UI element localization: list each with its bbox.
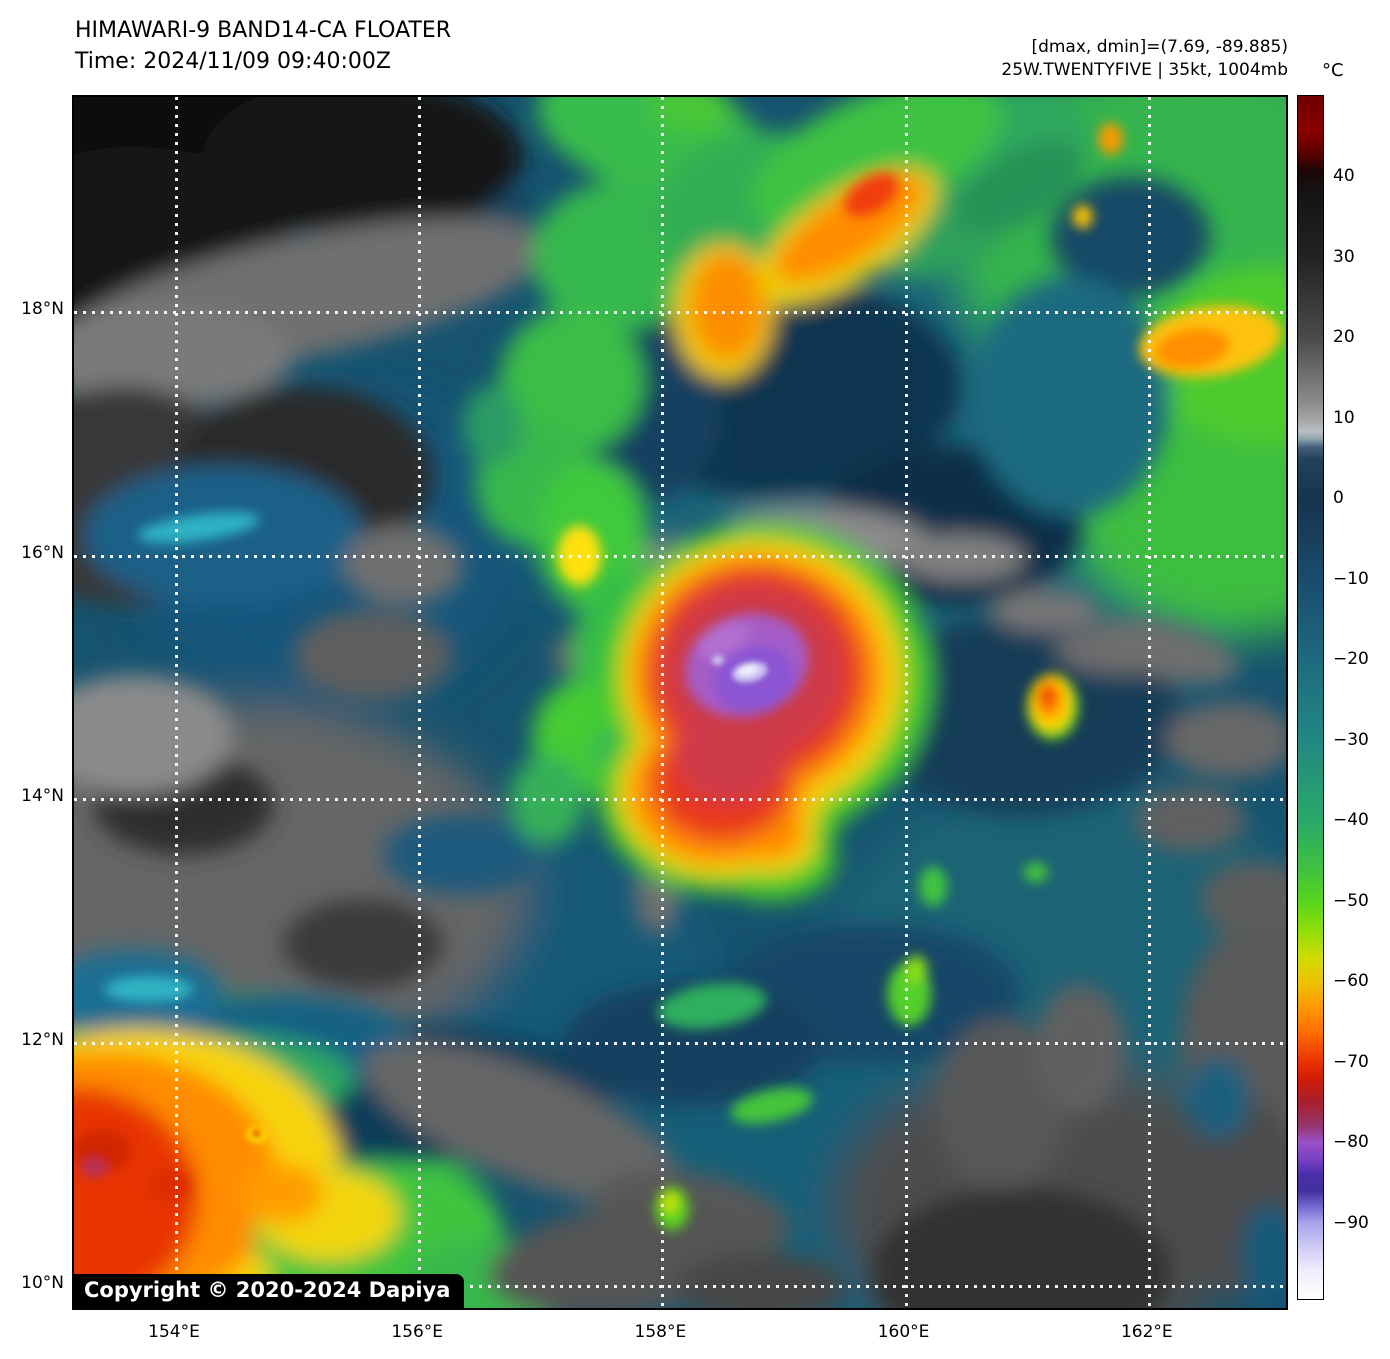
gridline-lon [175,97,178,1308]
gridline-lat [74,1285,1286,1288]
colorbar-unit-label: °C [1322,60,1344,81]
colorbar-tick-label: 10 [1333,407,1355,428]
gridline-lon [1147,97,1151,1308]
colorbar-tick-label: −90 [1333,1212,1369,1233]
image-timestamp: Time: 2024/11/09 09:40:00Z [75,49,391,74]
gridline-lat [74,798,1286,801]
colorbar-tick-label: 0 [1333,488,1344,509]
colorbar-tick-label: −70 [1333,1051,1369,1072]
map-canvas: Copyright © 2020-2024 Dapiya [72,95,1288,1310]
gridline-lon [661,97,665,1308]
colorbar-tick-label: 20 [1333,327,1355,348]
gridline-lat [74,554,1286,558]
colorbar-tick-label: 30 [1333,246,1355,267]
y-tick-label: 14°N [21,786,64,806]
colorbar-tick-label: −40 [1333,810,1369,831]
copyright-badge: Copyright © 2020-2024 Dapiya [74,1274,465,1308]
x-tick-label: 160°E [877,1322,930,1342]
gridline-lat [74,311,1286,314]
gridline-lon [418,97,422,1308]
y-tick-label: 12°N [21,1029,64,1050]
page-title: HIMAWARI-9 BAND14-CA FLOATER [75,18,452,43]
header-info: [dmax, dmin]=(7.69, -89.885) 25W.TWENTYFI… [788,36,1288,82]
y-tick-label: 16°N [21,542,64,563]
colorbar-tick-label: −80 [1333,1132,1369,1153]
dmax-dmin-readout: [dmax, dmin]=(7.69, -89.885) [1031,37,1288,57]
colorbar-tick-label: −10 [1333,568,1369,589]
colorbar-tick-label: 40 [1333,166,1355,187]
y-tick-label: 10°N [21,1273,64,1293]
gridline-lat [74,1041,1286,1045]
satellite-image [74,97,1286,1308]
colorbar-tick-label: −60 [1333,971,1369,992]
colorbar-tick-label: −20 [1333,649,1369,670]
x-tick-label: 154°E [148,1322,200,1342]
colorbar-tick-label: −50 [1333,890,1369,911]
x-tick-label: 162°E [1120,1322,1173,1342]
colorbar [1297,95,1324,1300]
y-tick-label: 18°N [21,299,64,319]
gridline-lon [904,97,908,1308]
x-tick-label: 158°E [634,1322,687,1342]
x-tick-label: 156°E [391,1322,444,1342]
colorbar-tick-label: −30 [1333,729,1369,750]
storm-intensity-readout: 25W.TWENTYFIVE | 35kt, 1004mb [1001,60,1288,80]
